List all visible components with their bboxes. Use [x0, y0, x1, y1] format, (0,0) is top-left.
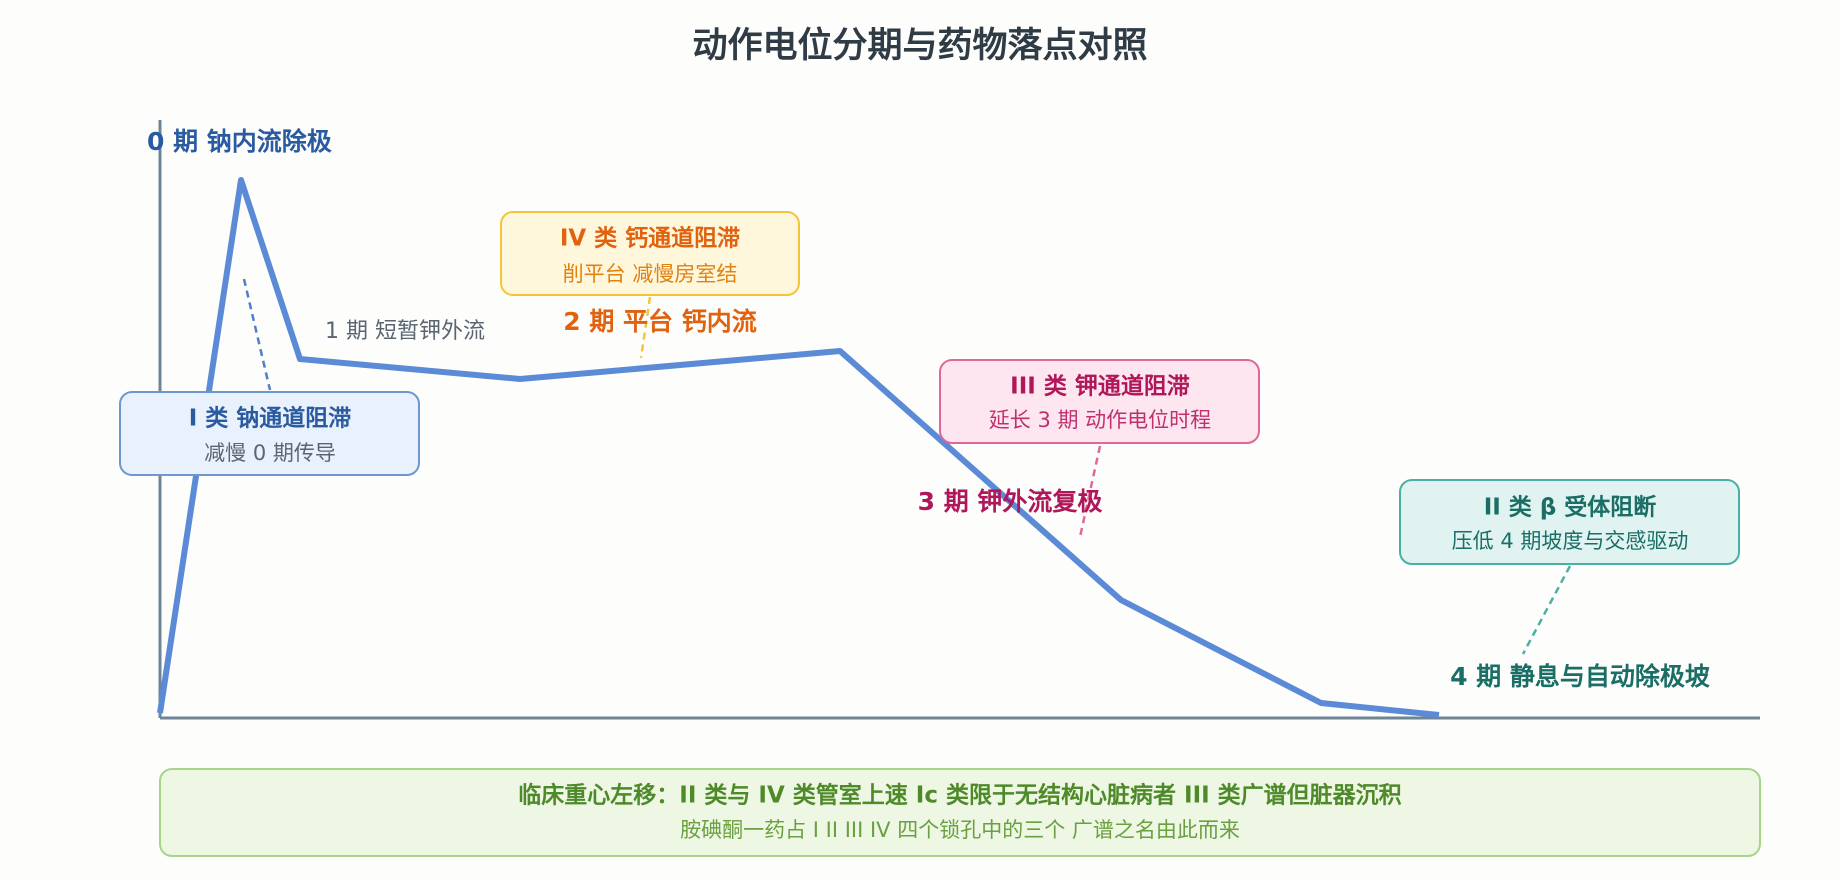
box-title: II 类 β 受体阻断 — [1484, 494, 1657, 521]
phase-label: 0 期 钠内流除极 — [147, 127, 332, 156]
phase-label: 4 期 静息与自动除极坡 — [1450, 662, 1710, 691]
box-title: I 类 钠通道阻滞 — [189, 405, 352, 432]
class-box: I 类 钠通道阻滞 减慢 0 期传导 — [119, 391, 420, 476]
title: 动作电位分期与药物落点对照 — [692, 26, 1147, 66]
box-subtitle: 削平台 减慢房室结 — [563, 262, 738, 286]
box-subtitle: 压低 4 期坡度与交感驱动 — [1452, 529, 1689, 553]
box — [119, 391, 420, 476]
footer: 临床重心左移：II 类与 IV 类管室上速 Ic 类限于无结构心脏病者 III … — [159, 768, 1761, 857]
box-subtitle: 延长 3 期 动作电位时程 — [989, 408, 1211, 432]
box — [500, 211, 800, 296]
box-subtitle: 减慢 0 期传导 — [204, 441, 336, 465]
box-title: III 类 钾通道阻滞 — [1010, 373, 1190, 400]
connector — [639, 296, 652, 359]
footer-title: 临床重心左移：II 类与 IV 类管室上速 Ic 类限于无结构心脏病者 III … — [518, 782, 1401, 809]
phase-label: 1 期 短暂钾外流 — [325, 319, 485, 344]
box-title: IV 类 钙通道阻滞 — [560, 225, 740, 252]
class-box: IV 类 钙通道阻滞 削平台 减慢房室结 — [500, 211, 800, 296]
box — [1399, 479, 1740, 565]
footer-subtitle: 胺碘酮一药占 I II III IV 四个锁孔中的三个 广谱之名由此而来 — [680, 818, 1240, 842]
class-box: III 类 钾通道阻滞 延长 3 期 动作电位时程 — [939, 359, 1260, 444]
connector — [1521, 565, 1572, 655]
action-potential-curve — [157, 177, 1440, 718]
connector — [242, 278, 272, 391]
footer-box — [159, 768, 1761, 857]
connector — [1078, 445, 1102, 538]
class-box: II 类 β 受体阻断 压低 4 期坡度与交感驱动 — [1399, 479, 1740, 565]
box — [939, 359, 1260, 444]
phase-label: 2 期 平台 钙内流 — [563, 307, 757, 336]
phase-label: 3 期 钾外流复极 — [918, 487, 1103, 516]
